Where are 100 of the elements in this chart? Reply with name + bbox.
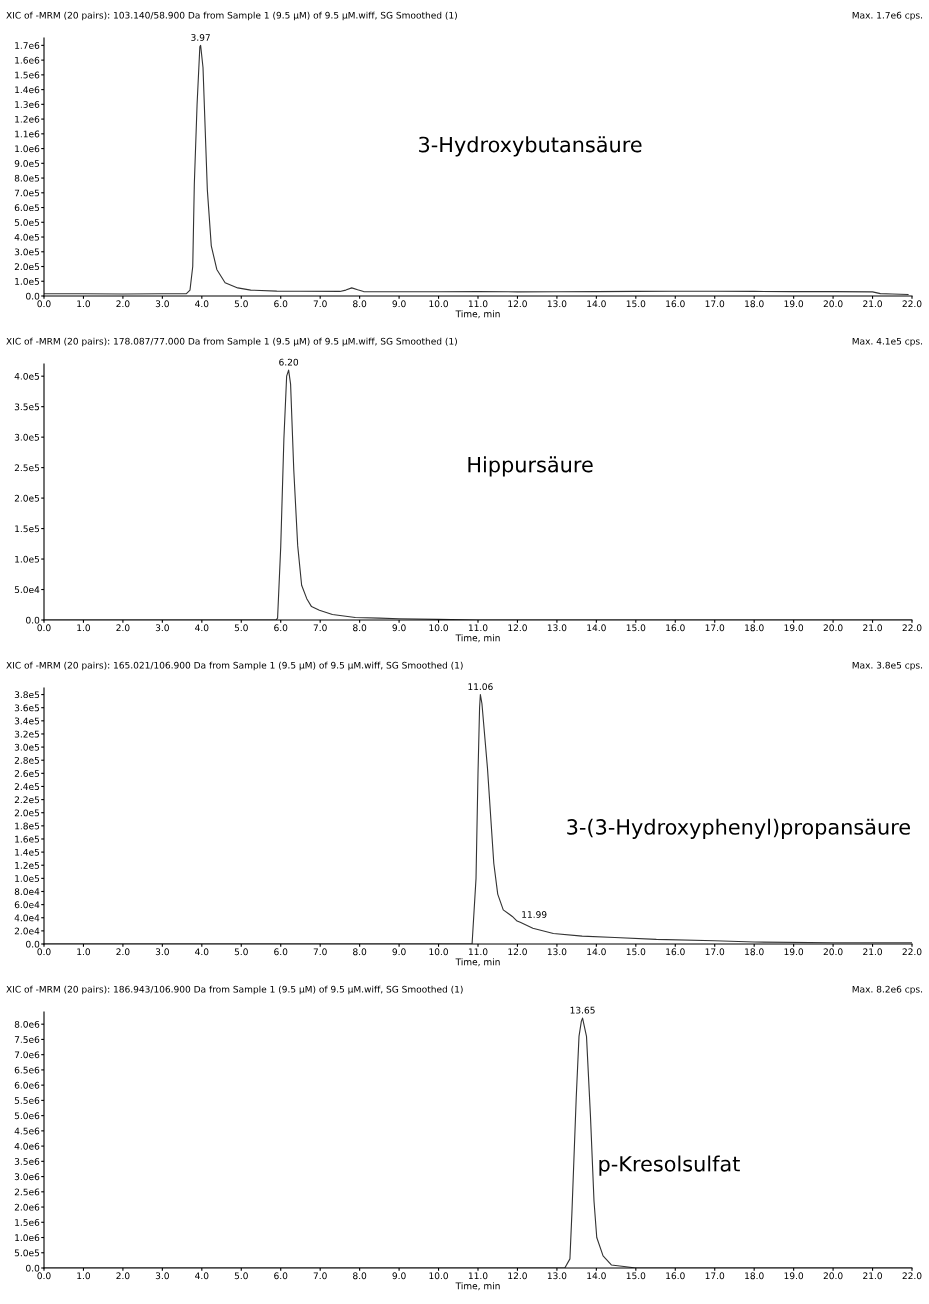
x-tick-label: 7.0 bbox=[313, 948, 327, 956]
x-tick-label: 15.0 bbox=[626, 1272, 646, 1280]
x-tick-label: 20.0 bbox=[823, 948, 843, 956]
x-tick-label: 12.0 bbox=[508, 948, 527, 956]
x-tick-label: 21.0 bbox=[863, 1272, 882, 1280]
y-tick-label: 4.5e6 bbox=[14, 1127, 40, 1135]
x-tick-label: 22.0 bbox=[902, 1272, 922, 1280]
x-tick-label: 7.0 bbox=[313, 624, 327, 632]
x-tick-label: 17.0 bbox=[705, 948, 725, 956]
x-tick-label: 15.0 bbox=[626, 300, 646, 308]
y-tick-label: 3.2e5 bbox=[14, 730, 40, 738]
x-tick-label: 12.0 bbox=[508, 624, 527, 632]
x-tick-label: 0.0 bbox=[37, 1272, 51, 1280]
annotation: 3-(3-Hydroxyphenyl)propansäure bbox=[567, 818, 910, 839]
y-tick-label: 4.0e5 bbox=[14, 372, 40, 380]
x-tick-label: 22.0 bbox=[902, 624, 922, 632]
x-tick-label: 4.0 bbox=[195, 948, 209, 956]
y-tick-label: 2.0e6 bbox=[14, 1203, 40, 1211]
y-tick-label: 1.0e6 bbox=[15, 145, 40, 153]
x-tick-label: 6.0 bbox=[274, 1272, 288, 1280]
x-tick-label: 1.0 bbox=[77, 1272, 91, 1280]
y-tick-label: 1.5e5 bbox=[15, 525, 40, 533]
chart-title: XIC of -MRM (20 pairs): 186.943/106.900 Da from Sample 1 (9.5 µM) of 9.5 µM.wiff, SG Smoothed (1) bbox=[6, 985, 463, 995]
y-tick-label: 8.0e6 bbox=[14, 1020, 40, 1028]
x-tick-label: 3.0 bbox=[155, 624, 169, 632]
x-tick-label: 2.0 bbox=[116, 1272, 130, 1280]
x-tick-label: 15.0 bbox=[626, 948, 646, 956]
y-tick-label: 3.4e5 bbox=[14, 717, 40, 725]
x-tick-label: 11.0 bbox=[468, 300, 488, 308]
y-tick-label: 0.0 bbox=[26, 940, 40, 948]
x-tick-label: 15.0 bbox=[626, 624, 646, 632]
y-tick-label: 4.0e6 bbox=[14, 1142, 40, 1150]
y-tick-label: 3.5e6 bbox=[14, 1158, 40, 1165]
y-tick-label: 1.2e6 bbox=[15, 115, 40, 123]
y-tick-label: 7.0e5 bbox=[14, 189, 40, 197]
x-tick-label: 10.0 bbox=[429, 300, 448, 308]
y-tick-label: 2.2e5 bbox=[14, 796, 40, 804]
x-tick-label: 9.0 bbox=[392, 948, 406, 956]
y-tick-label: 2.0e5 bbox=[14, 494, 40, 502]
y-tick-label: 2.0e4 bbox=[14, 927, 40, 935]
x-axis-title: Time, min bbox=[455, 310, 500, 319]
x-tick-label: 6.0 bbox=[274, 948, 288, 956]
y-tick-label: 6.0e5 bbox=[14, 204, 40, 212]
x-tick-label: 13.0 bbox=[547, 624, 567, 632]
x-tick-label: 10.0 bbox=[429, 624, 448, 632]
x-tick-label: 14.0 bbox=[587, 300, 606, 308]
x-tick-label: 13.0 bbox=[547, 300, 567, 308]
y-tick-label: 2.0e5 bbox=[14, 809, 40, 817]
annotation: 6.20 bbox=[279, 358, 299, 366]
x-tick-label: 16.0 bbox=[666, 624, 685, 632]
annotation: Hippursäure bbox=[468, 456, 593, 477]
x-tick-label: 1.0 bbox=[77, 300, 91, 308]
y-tick-label: 6.0e6 bbox=[14, 1081, 40, 1089]
x-tick-label: 6.0 bbox=[274, 300, 288, 308]
y-tick-label: 1.2e5 bbox=[15, 861, 40, 869]
annotation: 11.06 bbox=[468, 683, 493, 691]
y-tick-label: 4.0e5 bbox=[14, 233, 40, 241]
x-tick-label: 10.0 bbox=[429, 1272, 448, 1280]
x-axis-title: Time, min bbox=[455, 1282, 500, 1291]
x-tick-label: 5.0 bbox=[234, 948, 248, 956]
x-tick-label: 0.0 bbox=[37, 624, 51, 632]
y-tick-label: 5.0e6 bbox=[14, 1112, 40, 1120]
x-tick-label: 0.0 bbox=[37, 948, 51, 956]
x-tick-label: 8.0 bbox=[353, 948, 367, 956]
x-tick-label: 18.0 bbox=[745, 300, 764, 308]
x-tick-label: 2.0 bbox=[116, 948, 130, 956]
x-tick-label: 18.0 bbox=[745, 948, 764, 956]
y-tick-label: 1.4e6 bbox=[15, 86, 40, 94]
x-tick-label: 3.0 bbox=[155, 1272, 169, 1280]
x-tick-label: 4.0 bbox=[195, 1272, 209, 1280]
y-tick-label: 3.0e6 bbox=[14, 1173, 40, 1181]
x-tick-label: 12.0 bbox=[508, 1272, 527, 1280]
x-tick-label: 5.0 bbox=[234, 300, 248, 308]
y-tick-label: 2.4e5 bbox=[14, 783, 40, 791]
x-tick-label: 8.0 bbox=[353, 1272, 367, 1280]
x-tick-label: 2.0 bbox=[116, 624, 130, 632]
y-tick-label: 1.6e5 bbox=[15, 835, 40, 843]
y-tick-label: 6.0e4 bbox=[14, 901, 40, 909]
annotation: 13.65 bbox=[570, 1006, 595, 1014]
x-tick-label: 16.0 bbox=[666, 948, 685, 956]
x-tick-label: 14.0 bbox=[587, 624, 606, 632]
x-tick-label: 17.0 bbox=[705, 300, 725, 308]
x-tick-label: 19.0 bbox=[784, 300, 804, 308]
x-tick-label: 11.0 bbox=[468, 624, 488, 632]
y-tick-label: 1.0e5 bbox=[15, 875, 40, 882]
y-tick-label: 3.0e5 bbox=[14, 433, 40, 441]
x-tick-label: 22.0 bbox=[902, 300, 922, 308]
x-tick-label: 11.0 bbox=[468, 948, 488, 956]
annotation: 3.97 bbox=[191, 34, 210, 41]
x-tick-label: 5.0 bbox=[234, 624, 248, 632]
x-tick-label: 13.0 bbox=[547, 1272, 567, 1280]
x-tick-label: 14.0 bbox=[587, 948, 606, 956]
x-tick-label: 8.0 bbox=[353, 300, 367, 308]
chart-title: XIC of -MRM (20 pairs): 103.140/58.900 Da from Sample 1 (9.5 µM) of 9.5 µM.wiff, SG Smoothed (1) bbox=[6, 11, 457, 21]
y-tick-label: 0.0 bbox=[26, 616, 40, 624]
x-tick-label: 4.0 bbox=[195, 624, 209, 632]
x-tick-label: 21.0 bbox=[863, 300, 882, 308]
chart-subtitle: Max. 1.7e6 cps. bbox=[852, 11, 923, 21]
annotation: 11.99 bbox=[522, 911, 547, 918]
chart-subtitle: Max. 8.2e6 cps. bbox=[852, 985, 923, 995]
